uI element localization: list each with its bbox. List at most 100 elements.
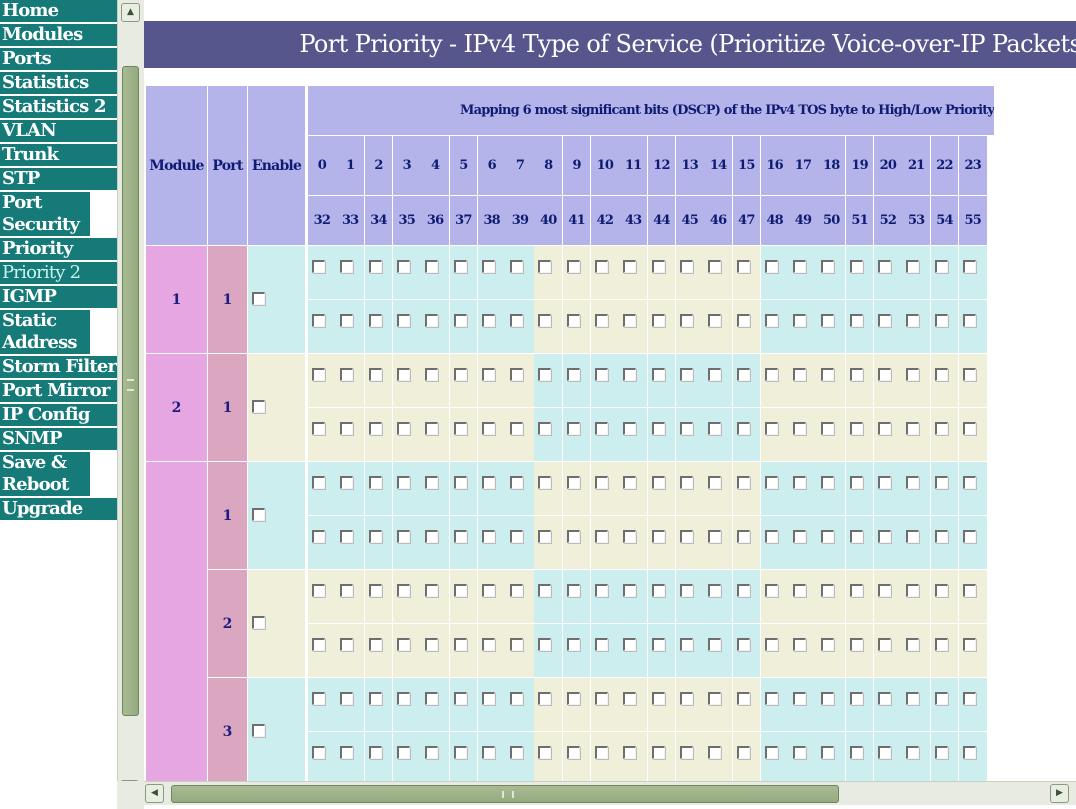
dscp-checkbox[interactable] [425,638,439,651]
dscp-checkbox[interactable] [481,638,495,651]
dscp-checkbox[interactable] [651,422,665,435]
dscp-checkbox[interactable] [708,368,722,381]
dscp-checkbox[interactable] [821,746,835,759]
dscp-checkbox[interactable] [849,746,863,759]
nav-item-save-reboot[interactable]: Save & Reboot [0,452,90,498]
dscp-checkbox[interactable] [793,476,807,489]
dscp-checkbox[interactable] [679,530,693,543]
nav-item-priority-2[interactable]: Priority 2 [0,262,117,286]
dscp-checkbox[interactable] [962,422,976,435]
dscp-checkbox[interactable] [736,638,750,651]
dscp-checkbox[interactable] [510,422,524,435]
dscp-checkbox[interactable] [849,476,863,489]
dscp-checkbox[interactable] [312,638,325,651]
nav-item-ports[interactable]: Ports [0,48,117,72]
nav-item-stp[interactable]: STP [0,168,117,192]
dscp-checkbox[interactable] [878,530,891,543]
dscp-checkbox[interactable] [679,260,693,273]
dscp-checkbox[interactable] [878,368,891,381]
dscp-checkbox[interactable] [538,314,552,327]
dscp-checkbox[interactable] [340,368,354,381]
dscp-checkbox[interactable] [764,422,778,435]
nav-item-static-address[interactable]: Static Address [0,310,90,356]
dscp-checkbox[interactable] [312,530,325,543]
dscp-checkbox[interactable] [878,260,891,273]
dscp-checkbox[interactable] [481,692,495,705]
dscp-checkbox[interactable] [962,368,976,381]
nav-item-storm-filter[interactable]: Storm Filter [0,356,117,380]
dscp-checkbox[interactable] [595,368,608,381]
dscp-checkbox[interactable] [481,422,495,435]
dscp-checkbox[interactable] [793,422,807,435]
dscp-checkbox[interactable] [736,422,750,435]
dscp-checkbox[interactable] [821,422,835,435]
dscp-checkbox[interactable] [821,314,835,327]
dscp-checkbox[interactable] [651,368,665,381]
nav-item-modules[interactable]: Modules [0,24,117,48]
dscp-checkbox[interactable] [595,746,608,759]
dscp-checkbox[interactable] [906,260,920,273]
dscp-checkbox[interactable] [934,638,948,651]
dscp-checkbox[interactable] [934,314,948,327]
dscp-checkbox[interactable] [396,530,410,543]
dscp-checkbox[interactable] [312,422,325,435]
dscp-checkbox[interactable] [764,368,778,381]
dscp-checkbox[interactable] [962,260,976,273]
dscp-checkbox[interactable] [679,584,693,597]
dscp-checkbox[interactable] [736,746,750,759]
dscp-checkbox[interactable] [340,530,354,543]
dscp-checkbox[interactable] [849,314,863,327]
dscp-checkbox[interactable] [764,584,778,597]
dscp-checkbox[interactable] [651,692,665,705]
nav-item-home[interactable]: Home [0,0,117,24]
dscp-checkbox[interactable] [453,368,467,381]
dscp-checkbox[interactable] [821,260,835,273]
enable-checkbox[interactable] [252,508,265,521]
scroll-up-icon[interactable]: ▲ [121,3,140,22]
dscp-checkbox[interactable] [906,368,920,381]
dscp-checkbox[interactable] [595,260,608,273]
dscp-checkbox[interactable] [623,746,637,759]
dscp-checkbox[interactable] [623,692,637,705]
dscp-checkbox[interactable] [396,746,410,759]
dscp-checkbox[interactable] [821,584,835,597]
nav-item-vlan[interactable]: VLAN [0,120,117,144]
dscp-checkbox[interactable] [962,530,976,543]
dscp-checkbox[interactable] [651,584,665,597]
dscp-checkbox[interactable] [566,314,580,327]
dscp-checkbox[interactable] [566,584,580,597]
dscp-checkbox[interactable] [453,584,467,597]
nav-item-upgrade[interactable]: Upgrade [0,498,117,522]
dscp-checkbox[interactable] [764,314,778,327]
dscp-checkbox[interactable] [481,368,495,381]
dscp-checkbox[interactable] [510,692,524,705]
dscp-checkbox[interactable] [538,692,552,705]
dscp-checkbox[interactable] [623,476,637,489]
dscp-checkbox[interactable] [708,314,722,327]
dscp-checkbox[interactable] [793,368,807,381]
dscp-checkbox[interactable] [538,530,552,543]
dscp-checkbox[interactable] [538,422,552,435]
dscp-checkbox[interactable] [312,260,325,273]
dscp-checkbox[interactable] [510,584,524,597]
dscp-checkbox[interactable] [623,314,637,327]
dscp-checkbox[interactable] [651,260,665,273]
dscp-checkbox[interactable] [566,692,580,705]
dscp-checkbox[interactable] [708,746,722,759]
dscp-checkbox[interactable] [651,476,665,489]
dscp-checkbox[interactable] [821,368,835,381]
dscp-checkbox[interactable] [934,368,948,381]
dscp-checkbox[interactable] [396,260,410,273]
dscp-checkbox[interactable] [453,530,467,543]
dscp-checkbox[interactable] [764,638,778,651]
dscp-checkbox[interactable] [453,476,467,489]
dscp-checkbox[interactable] [368,476,382,489]
nav-item-igmp[interactable]: IGMP [0,286,117,310]
dscp-checkbox[interactable] [708,260,722,273]
dscp-checkbox[interactable] [679,746,693,759]
dscp-checkbox[interactable] [764,692,778,705]
dscp-checkbox[interactable] [623,530,637,543]
nav-item-port-mirror[interactable]: Port Mirror [0,380,117,404]
dscp-checkbox[interactable] [793,530,807,543]
vertical-scroll-thumb[interactable] [122,66,139,716]
